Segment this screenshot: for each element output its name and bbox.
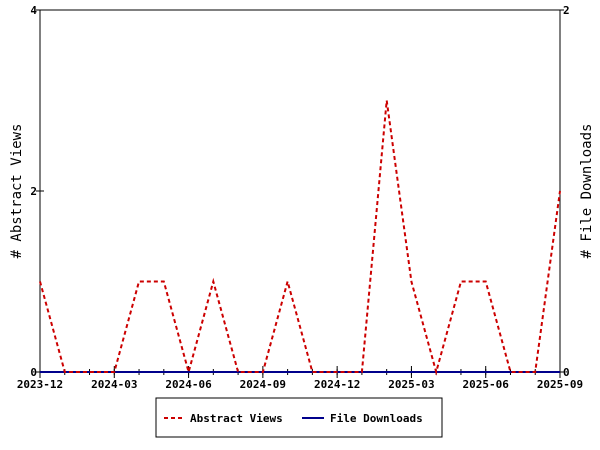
x-tick-label: 2024-12 [314, 378, 360, 391]
y-tick-label: 2 [30, 185, 37, 198]
x-tick-label: 2024-03 [91, 378, 137, 391]
y-tick-label: 4 [30, 4, 37, 17]
x-tick-label: 2025-09 [537, 378, 583, 391]
legend-box [155, 397, 443, 438]
plot-frame [39, 9, 561, 373]
y-axis-title: # Abstract Views [9, 124, 25, 259]
x-tick-label: 2024-09 [240, 378, 286, 391]
x-tick-label: 2025-06 [463, 378, 510, 391]
x-tick-label: 2025-03 [388, 378, 434, 391]
legend-label-file-downloads: File Downloads [330, 412, 423, 425]
series-layer [39, 100, 561, 376]
series-line-abstract-views [39, 100, 561, 376]
x-tick-label: 2024-06 [165, 378, 212, 391]
x-tick-label: 2023-12 [17, 378, 63, 391]
y2-axis-title: # File Downloads [579, 124, 595, 259]
plot-area [39, 9, 561, 373]
y2-tick-label: 2 [563, 4, 570, 17]
legend: Abstract Views File Downloads [155, 397, 443, 438]
y2-tick-label: 0 [563, 366, 570, 379]
legend-label-abstract-views: Abstract Views [190, 412, 283, 425]
y-tick-label: 0 [30, 366, 37, 379]
